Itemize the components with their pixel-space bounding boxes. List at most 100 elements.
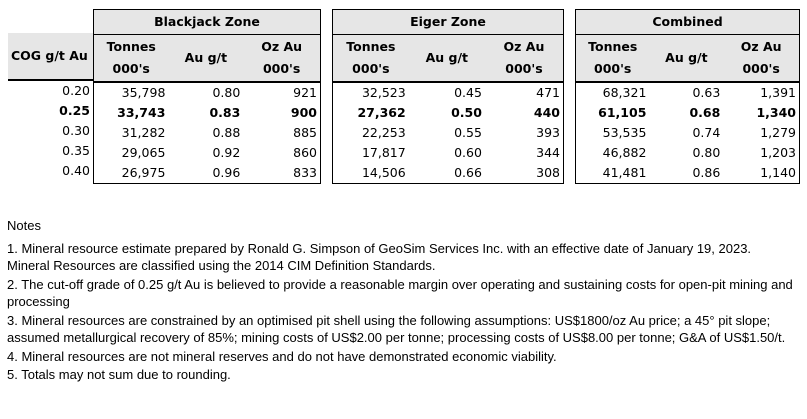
zone-title: Combined [575,9,800,35]
table-cell: 0.60 [454,145,482,160]
table-cell: 1,140 [760,165,796,180]
column-header-line: 000's [594,61,632,76]
column-header-line: Tonnes [106,39,156,54]
combined-table: Combined Tonnes 000's Au g/t Oz Au 000's 68,32… [575,9,800,184]
eiger-zone-table: Eiger Zone Tonnes 000's Au g/t Oz Au 000's 32,… [332,9,564,184]
column-header-line: Tonnes [346,39,396,54]
column-header-line: Au g/t [184,50,228,65]
notes-list: 1. Mineral resource estimate prepared by… [7,240,797,384]
note-item: 5. Totals may not sum due to rounding. [7,367,231,382]
table-cell: 308 [536,165,560,180]
table-cell: 14,506 [361,165,406,180]
zone-title: Blackjack Zone [93,9,321,35]
table-cell: 0.74 [692,125,721,140]
column-header-line: 000's [742,61,780,76]
table-cell: 0.68 [689,105,721,120]
cog-table: COG g/t Au 0.20 0.25 0.30 0.35 0.40 [8,9,93,181]
column-header-line: Oz Au [503,39,545,54]
table-cell: 1,391 [760,85,796,100]
table-row: 41,481 0.86 1,140 [576,163,800,184]
table-cell: 344 [536,145,560,160]
table-cell: 0.86 [692,165,721,180]
table-row: 17,817 0.60 344 [333,143,564,163]
table-row: 68,321 0.63 1,391 [576,82,800,103]
table-cell: 885 [293,125,317,140]
column-header: Au g/t [168,34,244,83]
cog-value: 0.25 [59,103,90,118]
note-item: 4. Mineral resources are not mineral res… [7,348,557,364]
cog-value: 0.30 [62,123,90,138]
column-header-line: Au g/t [425,50,469,65]
table-cell: 41,481 [602,165,647,180]
notes-section: Notes 1. Mineral resource estimate prepa… [7,217,797,385]
table-cell: 31,282 [121,125,166,140]
column-header: Au g/t [649,34,724,83]
table-row: 26,975 0.96 833 [94,163,321,184]
table-cell: 900 [290,105,317,120]
table-cell: 61,105 [598,105,647,120]
table-cell: 35,798 [121,85,166,100]
table-cell: 68,321 [602,85,647,100]
table-cell: 0.80 [692,145,721,160]
table-cell: 0.45 [454,85,482,100]
table-row: 33,743 0.83 900 [94,103,321,123]
column-header: Oz Au 000's [484,34,564,83]
table-row: 14,506 0.66 308 [333,163,564,184]
column-header-line: 000's [262,61,301,76]
table-cell: 833 [293,165,317,180]
table-row: 61,105 0.68 1,340 [576,103,800,123]
table-cell: 53,535 [602,125,647,140]
table-cell: 1,203 [760,145,796,160]
table-cell: 0.83 [209,105,241,120]
table-row: 53,535 0.74 1,279 [576,123,800,143]
table-cell: 471 [536,85,560,100]
table-cell: 393 [536,125,560,140]
column-header-line: 000's [505,61,543,76]
table-cell: 0.80 [212,85,241,100]
table-cell: 29,065 [121,145,166,160]
column-header: Tonnes 000's [575,34,650,83]
column-header-line: Au g/t [665,50,708,65]
table-cell: 1,340 [756,105,796,120]
cog-value: 0.20 [62,83,90,98]
table-row: 27,362 0.50 440 [333,103,564,123]
table-cell: 0.88 [212,125,241,140]
table-cell: 32,523 [361,85,406,100]
table-cell: 921 [293,85,317,100]
table-cell: 26,975 [121,165,166,180]
column-header-line: 000's [112,61,150,76]
column-header: Oz Au 000's [243,34,321,83]
column-header-line: Oz Au [740,39,782,54]
table-row: 22,253 0.55 393 [333,123,564,143]
notes-title: Notes [7,218,41,233]
table-cell: 0.92 [212,145,241,160]
table-cell: 0.50 [451,105,482,120]
table-cell: 860 [293,145,317,160]
table-cell: 0.55 [454,125,482,140]
cog-value: 0.35 [62,143,90,158]
table-cell: 0.66 [454,165,482,180]
column-header: Au g/t [408,34,485,83]
table-row: 35,798 0.80 921 [94,82,321,103]
zone-title: Eiger Zone [332,9,564,35]
column-header-line: Tonnes [588,39,638,54]
cog-value: 0.40 [62,163,90,178]
table-cell: 27,362 [357,105,406,120]
column-header: Oz Au 000's [723,34,800,83]
table-row: 32,523 0.45 471 [333,82,564,103]
table-row: 31,282 0.88 885 [94,123,321,143]
table-row: 29,065 0.92 860 [94,143,321,163]
column-header-line: 000's [352,61,390,76]
column-header: Tonnes 000's [93,34,169,83]
table-cell: 0.96 [212,165,241,180]
table-cell: 0.63 [692,85,721,100]
note-item: 3. Mineral resources are constrained by … [7,312,786,346]
table-cell: 1,279 [760,125,796,140]
cog-header: COG g/t Au [8,33,93,81]
note-item: 1. Mineral resource estimate prepared by… [7,240,752,274]
column-header: Tonnes 000's [332,34,409,83]
table-cell: 33,743 [117,105,166,120]
table-cell: 440 [533,105,560,120]
table-cell: 22,253 [361,125,406,140]
table-cell: 46,882 [602,145,647,160]
